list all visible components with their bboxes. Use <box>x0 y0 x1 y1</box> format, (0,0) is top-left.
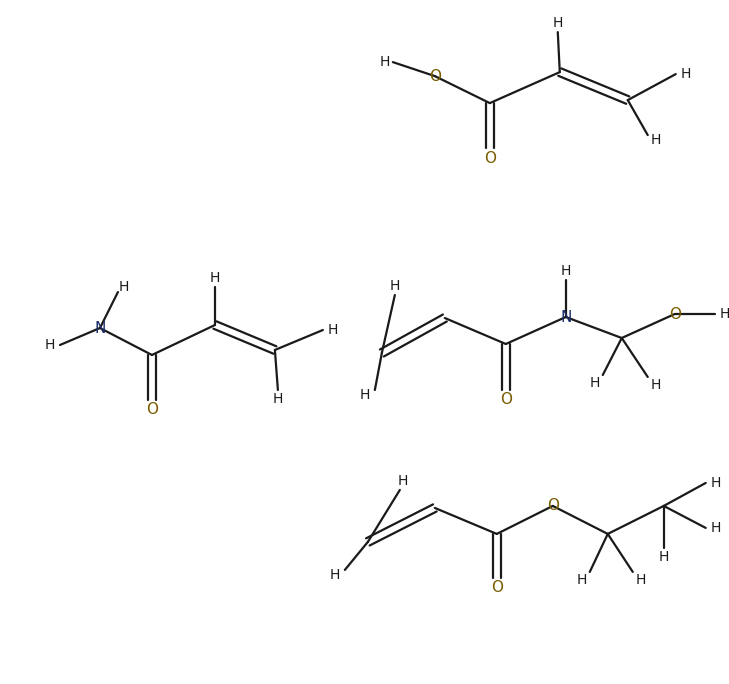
Text: N: N <box>560 309 572 324</box>
Text: H: H <box>397 474 408 488</box>
Text: O: O <box>491 581 503 595</box>
Text: H: H <box>327 323 338 337</box>
Text: H: H <box>650 378 661 392</box>
Text: H: H <box>650 133 661 147</box>
Text: O: O <box>484 150 496 166</box>
Text: H: H <box>720 307 729 321</box>
Text: H: H <box>273 392 283 406</box>
Text: O: O <box>547 499 559 514</box>
Text: O: O <box>429 68 441 83</box>
Text: H: H <box>359 388 370 402</box>
Text: H: H <box>390 279 400 293</box>
Text: H: H <box>330 568 340 582</box>
Text: H: H <box>210 271 220 285</box>
Text: H: H <box>380 55 390 69</box>
Text: H: H <box>590 376 600 390</box>
Text: H: H <box>553 16 563 30</box>
Text: H: H <box>658 550 669 564</box>
Text: O: O <box>668 306 681 321</box>
Text: O: O <box>500 393 512 408</box>
Text: H: H <box>119 280 129 294</box>
Text: H: H <box>561 264 571 278</box>
Text: N: N <box>94 321 106 336</box>
Text: H: H <box>44 338 55 352</box>
Text: H: H <box>711 476 721 490</box>
Text: H: H <box>681 67 691 81</box>
Text: H: H <box>711 521 721 535</box>
Text: H: H <box>577 573 587 587</box>
Text: O: O <box>146 402 158 417</box>
Text: H: H <box>636 573 646 587</box>
